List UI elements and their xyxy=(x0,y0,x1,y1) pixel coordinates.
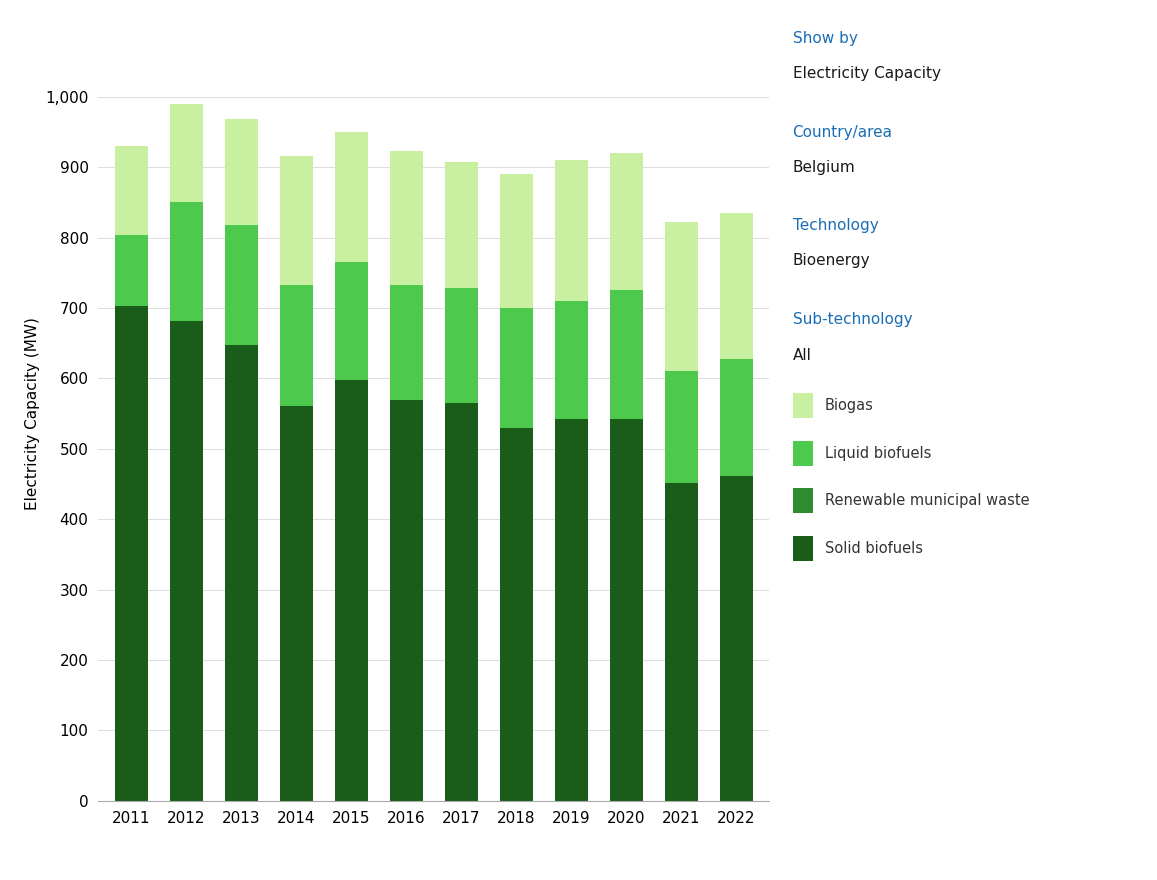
Bar xyxy=(170,104,202,202)
Bar xyxy=(224,225,258,345)
Bar xyxy=(280,406,312,801)
Bar xyxy=(665,371,698,482)
Y-axis label: Electricity Capacity (MW): Electricity Capacity (MW) xyxy=(24,317,39,510)
Bar xyxy=(334,132,368,261)
Bar xyxy=(610,419,643,801)
Bar xyxy=(555,160,588,301)
Text: Technology: Technology xyxy=(793,218,878,233)
Bar xyxy=(610,153,643,290)
Bar xyxy=(280,285,312,406)
Bar xyxy=(115,236,148,306)
Bar xyxy=(115,306,148,801)
Text: Show by: Show by xyxy=(793,31,857,46)
Text: Liquid biofuels: Liquid biofuels xyxy=(825,445,931,461)
Bar xyxy=(665,222,698,371)
Text: Sub-technology: Sub-technology xyxy=(793,312,912,327)
Bar xyxy=(555,301,588,419)
Bar xyxy=(224,345,258,801)
Bar xyxy=(500,174,533,308)
Bar xyxy=(390,151,422,285)
Text: Country/area: Country/area xyxy=(793,125,892,140)
Bar xyxy=(390,400,422,801)
Bar xyxy=(500,308,533,428)
Bar xyxy=(334,380,368,801)
Text: Bioenergy: Bioenergy xyxy=(793,253,870,268)
Bar xyxy=(224,120,258,225)
Bar xyxy=(445,403,478,801)
Bar xyxy=(115,146,148,236)
Bar xyxy=(555,419,588,801)
Text: Renewable municipal waste: Renewable municipal waste xyxy=(825,493,1030,509)
Text: Electricity Capacity: Electricity Capacity xyxy=(793,66,941,81)
Bar xyxy=(170,202,202,320)
Text: Belgium: Belgium xyxy=(793,160,855,175)
Text: All: All xyxy=(793,348,811,363)
Bar xyxy=(445,289,478,403)
Bar xyxy=(720,359,753,475)
Text: Biogas: Biogas xyxy=(825,398,874,414)
Bar xyxy=(170,320,202,801)
Bar xyxy=(390,285,422,400)
Bar xyxy=(334,261,368,380)
Bar xyxy=(720,213,753,359)
Bar xyxy=(445,162,478,289)
Bar xyxy=(500,428,533,801)
Bar xyxy=(280,156,312,285)
Text: Solid biofuels: Solid biofuels xyxy=(825,540,923,556)
Bar xyxy=(665,482,698,801)
Bar xyxy=(720,475,753,801)
Bar xyxy=(610,290,643,419)
